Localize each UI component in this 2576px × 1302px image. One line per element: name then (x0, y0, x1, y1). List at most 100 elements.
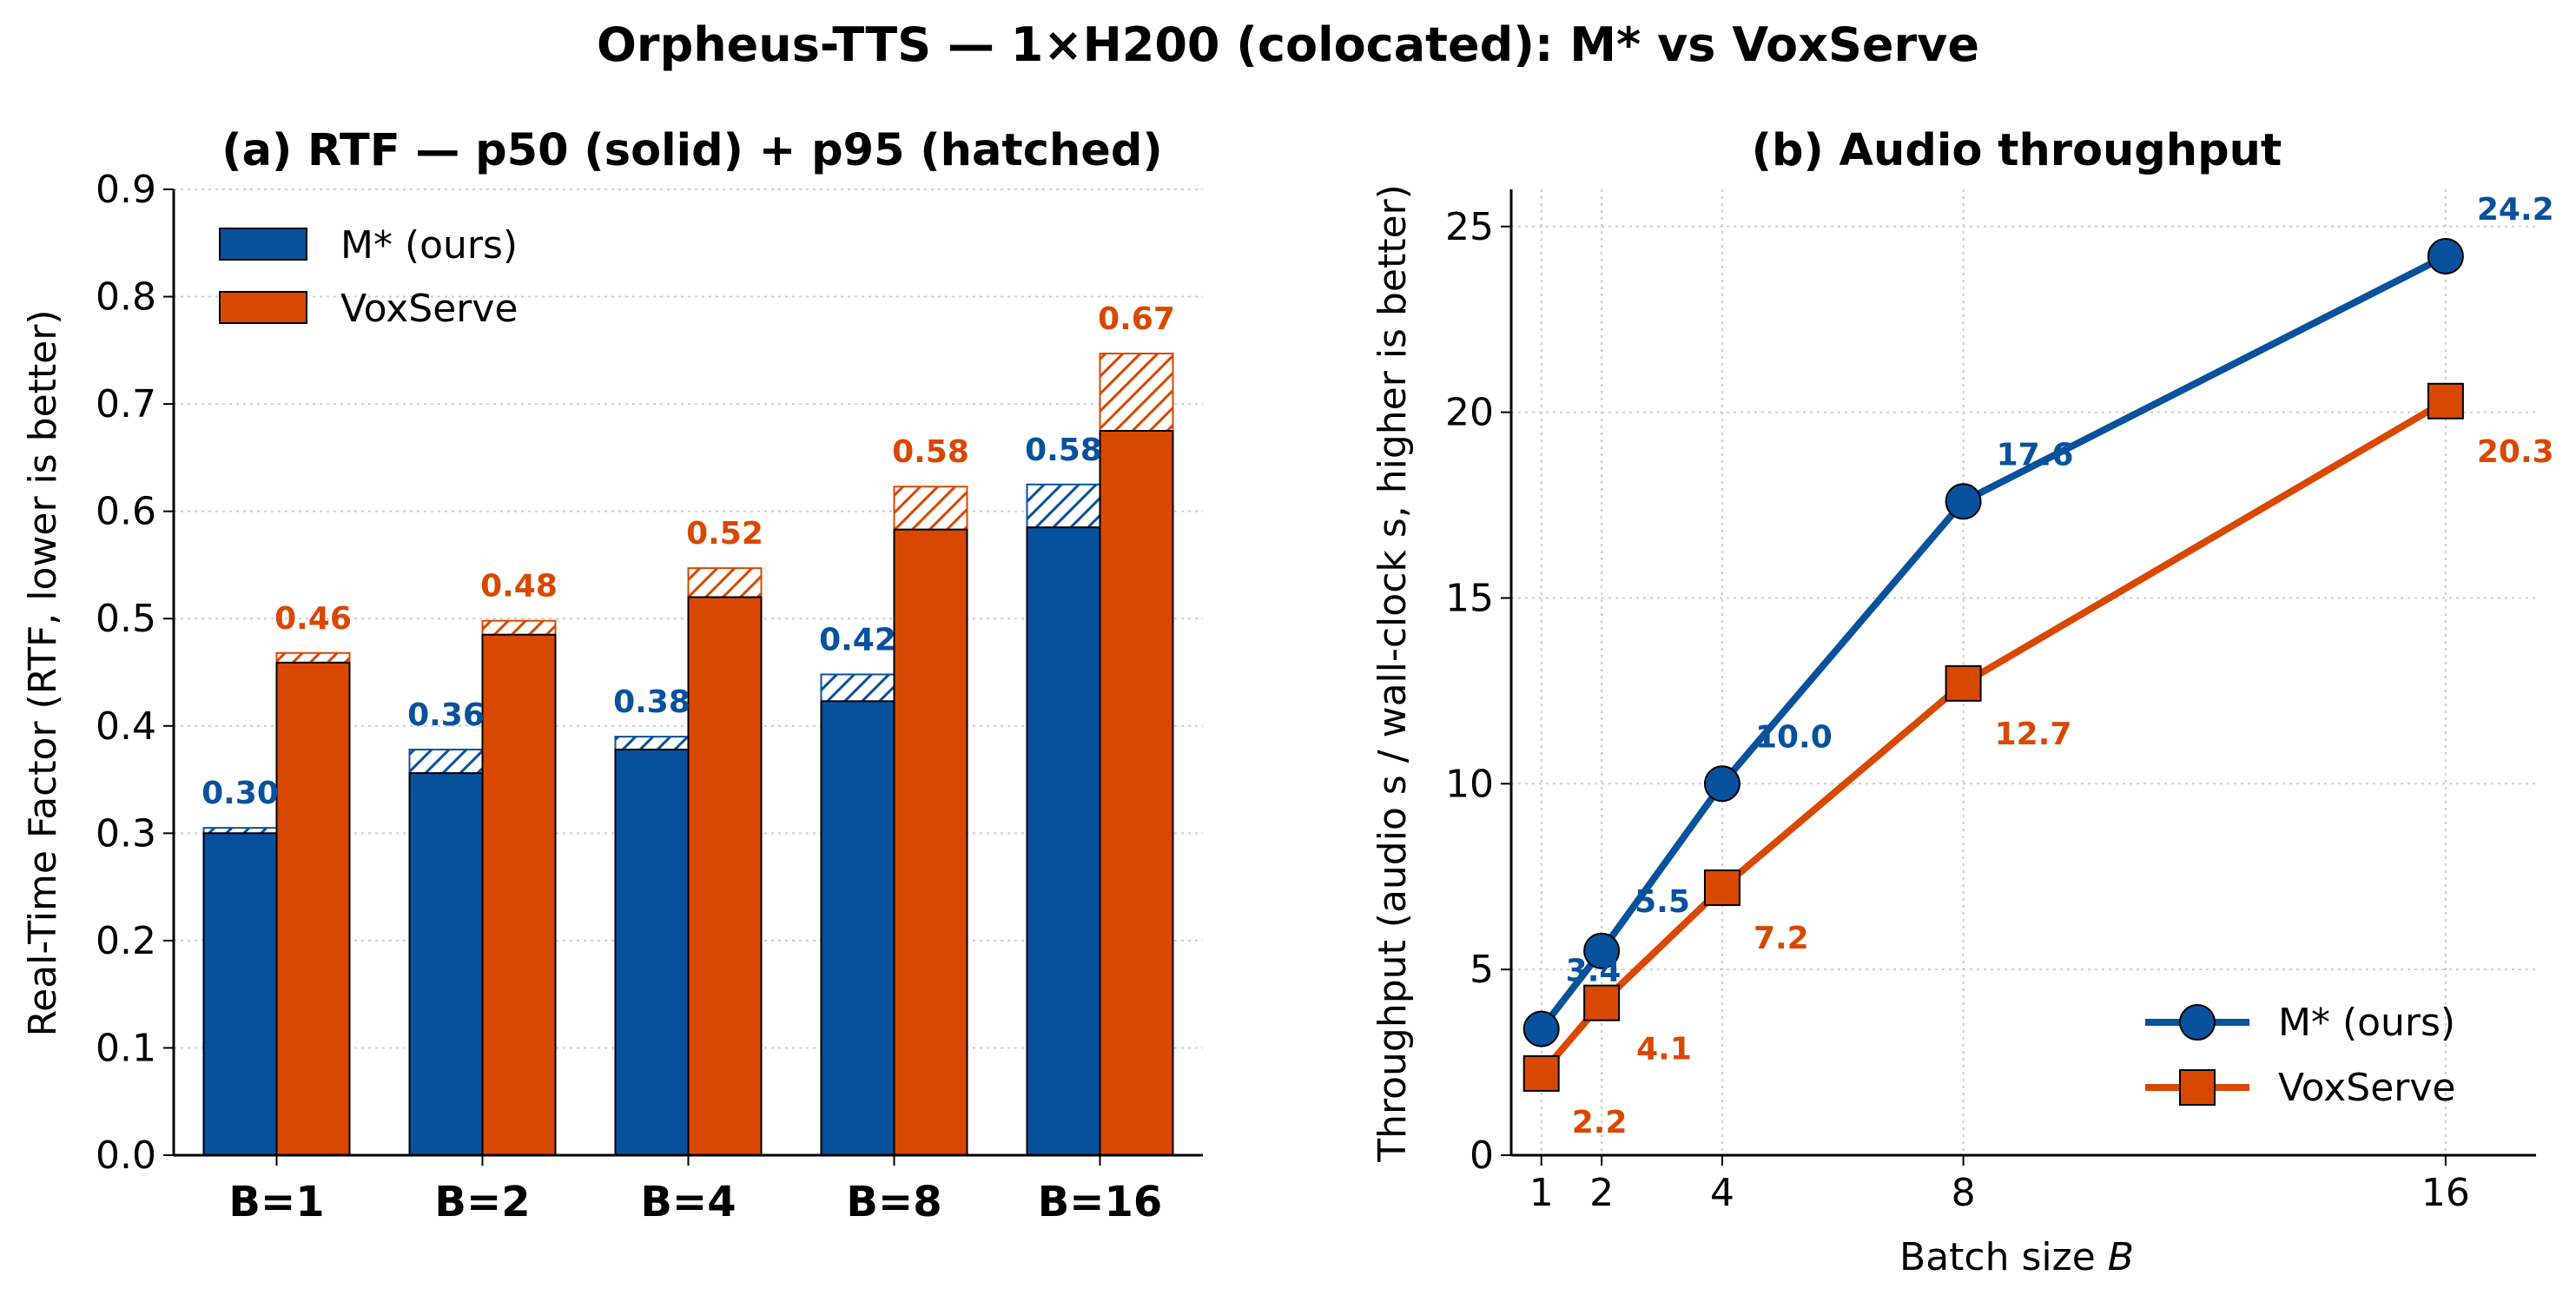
y-tick-label: 15 (1445, 576, 1494, 620)
y-tick-label: 0.6 (96, 490, 156, 534)
point-value-label-m-star: 3.4 (1566, 954, 1622, 989)
panel-b-axes (1509, 189, 2536, 1157)
legend-label-voxserve-b: VoxServe (2278, 1066, 2456, 1110)
bar-value-label-m-star: 0.58 (1025, 433, 1102, 468)
x-axis-label-text: Batch size (1899, 1235, 2108, 1279)
y-tick-label: 0.2 (96, 919, 156, 963)
bar-p95-m-star (614, 736, 690, 750)
point-value-label-m-star: 24.2 (2477, 192, 2554, 228)
panel-b-lines (1538, 253, 2447, 1076)
bar-p50-m-star (820, 700, 895, 1156)
legend-label-voxserve: VoxServe (340, 287, 519, 331)
bar-value-label-voxserve: 0.58 (892, 434, 969, 470)
point-value-label-m-star: 10.0 (1755, 719, 1833, 755)
category-label: B=2 (434, 1178, 530, 1226)
data-point-voxserve (2427, 382, 2464, 420)
point-value-label-m-star: 17.6 (1997, 437, 2074, 473)
bar-p95-m-star (408, 748, 484, 775)
y-tick-label: 25 (1445, 205, 1494, 249)
x-axis-label-variable: B (2108, 1235, 2134, 1279)
bar-p95-m-star (1026, 483, 1101, 529)
panel-a-bars (202, 353, 1174, 1157)
panel-b-y-axis-label: Throughput (audio s / wall-clock s, high… (1371, 184, 1415, 1163)
y-tick-label: 0 (1470, 1133, 1494, 1178)
bar-p50-voxserve (481, 633, 557, 1156)
panel-b-legend: M* (ours) VoxServe (2145, 1001, 2456, 1110)
y-tick-label: 0.5 (96, 597, 156, 641)
data-point-voxserve (1522, 1054, 1560, 1092)
y-tick-label: 0.9 (96, 168, 156, 212)
panel-a-x-ticks: B=1 B=2 B=4 B=8 B=16 (228, 1155, 1162, 1226)
legend-marker-voxserve (2179, 1069, 2216, 1106)
bar-value-label-m-star: 0.36 (407, 697, 485, 733)
panel-a-y-axis-label: Real-Time Factor (RTF, lower is better) (21, 310, 65, 1037)
bar-p95-m-star (820, 673, 895, 703)
data-point-m-star (1703, 765, 1740, 803)
y-tick-label: 10 (1445, 762, 1494, 806)
bar-p50-m-star (202, 832, 278, 1156)
category-label: B=1 (228, 1178, 324, 1226)
y-tick-label: 0.0 (96, 1133, 156, 1178)
bar-p95-voxserve (687, 567, 763, 598)
panel-b-title: (b) Audio throughput (1752, 125, 2282, 176)
legend-label-m-star: M* (ours) (340, 223, 518, 268)
panel-b-gridlines (1511, 189, 2536, 1155)
bar-p50-voxserve (893, 528, 968, 1156)
bar-value-label-m-star: 0.30 (201, 776, 279, 811)
panel-b-x-axis-label: Batch size B (1899, 1235, 2134, 1279)
point-value-label-voxserve: 7.2 (1754, 921, 1809, 956)
bar-value-label-m-star: 0.38 (613, 684, 690, 720)
bar-value-label-voxserve: 0.46 (274, 601, 352, 637)
y-tick-label: 20 (1445, 391, 1494, 435)
x-tick-label: 4 (1710, 1171, 1734, 1215)
data-point-m-star (1945, 483, 1982, 520)
bar-value-label-m-star: 0.42 (819, 622, 896, 658)
data-point-voxserve (1583, 984, 1621, 1021)
category-label: B=16 (1038, 1178, 1163, 1226)
x-tick-label: 8 (1952, 1171, 1976, 1215)
bar-p50-m-star (614, 748, 690, 1157)
panel-b-y-ticks: 0 5 10 15 20 25 (1445, 205, 1511, 1178)
category-label: B=4 (640, 1178, 736, 1226)
panel-b-x-ticks: 1 2 4 8 16 (1529, 1155, 2470, 1215)
bar-p50-m-star (408, 772, 484, 1156)
data-point-voxserve (1703, 869, 1740, 907)
panel-a-value-labels: 0.30 0.46 0.36 0.48 0.38 0.52 0.42 0.58 0.58 0.67 (201, 301, 1175, 811)
point-value-label-voxserve: 4.1 (1636, 1032, 1692, 1067)
panel-a-legend: M* (ours) VoxServe (219, 223, 519, 331)
data-point-m-star (1583, 932, 1621, 969)
figure-title: Orpheus-TTS — 1×H200 (colocated): M* vs … (597, 17, 1979, 72)
series-line-voxserve (1538, 398, 2447, 1076)
throughput-line-chart: (b) Audio throughput 3.4 5.5 10.0 17.6 24.2 2… (1371, 125, 2554, 1279)
panel-a-title: (a) RTF — p50 (solid) + p95 (hatched) (221, 125, 1162, 176)
point-value-label-voxserve: 12.7 (1995, 717, 2072, 752)
point-value-label-voxserve: 20.3 (2477, 434, 2554, 470)
y-tick-label: 0.3 (96, 811, 156, 856)
legend-label-m-star-b: M* (ours) (2278, 1001, 2455, 1045)
bar-p50-voxserve (275, 661, 351, 1156)
bar-p50-voxserve (1099, 430, 1174, 1156)
legend-marker-m-star (2179, 1004, 2216, 1041)
panel-b-markers (1522, 237, 2464, 1092)
rtf-bar-chart: (a) RTF — p50 (solid) + p95 (hatched) 0.… (21, 125, 1203, 1226)
bar-p95-voxserve (275, 651, 351, 664)
x-tick-label: 1 (1529, 1171, 1554, 1215)
y-tick-label: 0.8 (96, 275, 156, 320)
bar-value-label-voxserve: 0.48 (480, 569, 558, 605)
data-point-m-star (1522, 1010, 1560, 1048)
bar-p95-voxserve (481, 619, 557, 636)
point-value-label-voxserve: 2.2 (1572, 1105, 1628, 1140)
bar-p50-voxserve (687, 596, 763, 1156)
panel-a-y-ticks: 0.0 0.1 0.2 0.3 0.4 0.5 0.6 0.7 0.8 0.9 (96, 168, 174, 1178)
point-value-label-m-star: 5.5 (1635, 884, 1690, 920)
x-tick-label: 2 (1589, 1171, 1614, 1215)
bar-p50-m-star (1026, 526, 1101, 1156)
y-tick-label: 0.7 (96, 382, 156, 426)
data-point-m-star (2427, 237, 2464, 274)
legend-swatch-m-star (219, 228, 307, 261)
bar-p95-voxserve (893, 486, 968, 531)
bar-value-label-voxserve: 0.52 (686, 516, 763, 552)
y-tick-label: 0.1 (96, 1026, 156, 1070)
y-tick-label: 5 (1470, 948, 1494, 992)
